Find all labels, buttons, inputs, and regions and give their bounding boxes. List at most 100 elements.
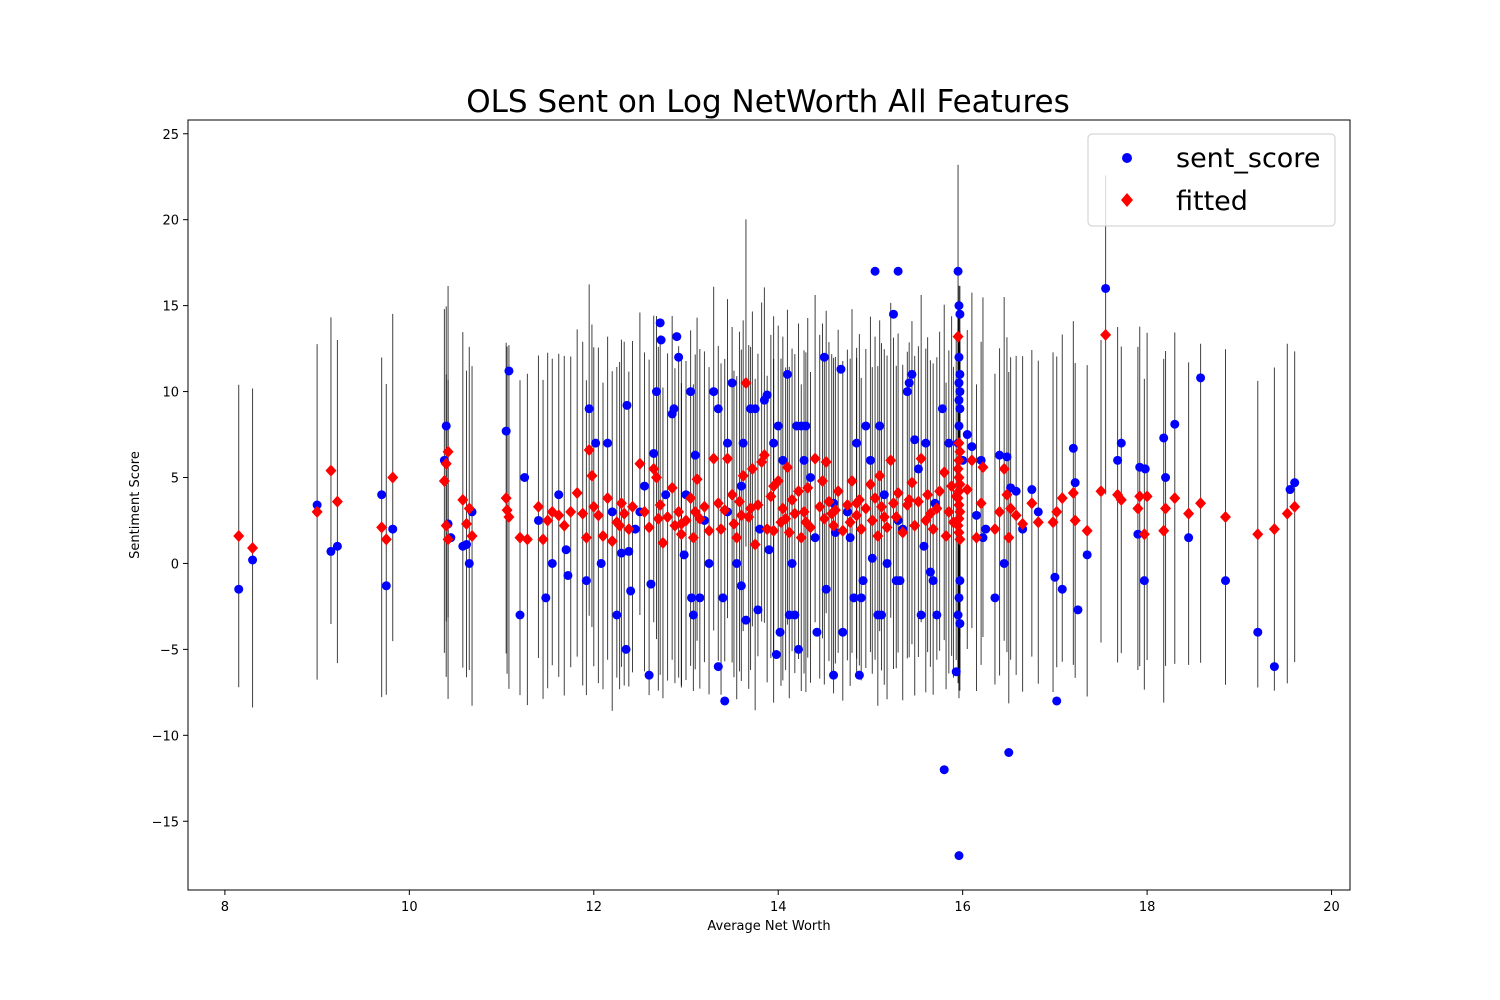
fitted-point xyxy=(650,471,662,484)
sent-score-point xyxy=(910,435,920,445)
sent-score-point xyxy=(630,524,640,534)
fitted-point xyxy=(1268,523,1280,536)
fitted-point xyxy=(1141,490,1153,503)
fitted-point xyxy=(698,500,710,513)
fitted-point xyxy=(931,502,943,515)
fitted-point xyxy=(1134,490,1146,503)
sent-score-point xyxy=(732,558,742,568)
fitted-point xyxy=(1056,492,1068,505)
sent-score-point xyxy=(944,438,954,448)
sent-score-point xyxy=(584,404,594,414)
sent-score-point xyxy=(821,584,831,594)
sent-score-point xyxy=(829,670,839,680)
plot-area xyxy=(188,120,1350,890)
fitted-point xyxy=(722,452,733,465)
sent-score-point xyxy=(955,309,965,319)
fitted-point xyxy=(826,507,838,520)
sent-score-point xyxy=(603,438,613,448)
fitted-point xyxy=(1195,497,1207,510)
fitted-point xyxy=(971,531,982,544)
sent-score-point xyxy=(741,615,751,625)
fitted-point xyxy=(521,533,533,546)
sent-score-point xyxy=(554,490,564,500)
fitted-point xyxy=(906,476,918,489)
sent-score-point xyxy=(1159,433,1169,443)
fitted-point xyxy=(592,509,604,522)
sent-score-point xyxy=(718,593,728,603)
fitted-point xyxy=(618,507,630,520)
sent-score-point xyxy=(674,352,684,362)
x-axis-label: Average Net Worth xyxy=(707,919,830,934)
fitted-point xyxy=(841,499,853,511)
fitted-point xyxy=(728,517,740,530)
x-tick-label: 16 xyxy=(954,900,971,915)
sent-score-point xyxy=(381,581,391,591)
fitted-point xyxy=(1289,500,1301,513)
plot-frame xyxy=(187,119,1351,891)
sent-score-point xyxy=(713,404,723,414)
sent-score-point xyxy=(907,369,917,379)
sent-score-point xyxy=(916,610,926,620)
fitted-point xyxy=(687,531,699,544)
fitted-point xyxy=(866,514,878,527)
sent-score-point xyxy=(541,593,551,603)
sent-score-point xyxy=(925,567,935,577)
fitted-point xyxy=(745,502,757,515)
fitted-point xyxy=(380,533,392,546)
sent-score-point xyxy=(904,378,914,388)
y-axis-label: Sentiment Score xyxy=(128,451,143,559)
sent-score-point xyxy=(326,546,336,556)
sent-score-point xyxy=(695,593,705,603)
sent-score-point xyxy=(1068,443,1078,453)
sent-score-point xyxy=(858,576,868,586)
sent-score-point xyxy=(1139,576,1149,586)
sent-score-point xyxy=(1050,572,1060,582)
fitted-point xyxy=(953,454,965,467)
sent-score-point xyxy=(755,524,765,534)
fitted-point xyxy=(798,505,810,518)
legend-marker-sent-score xyxy=(1122,153,1132,163)
fitted-point xyxy=(740,376,752,389)
sent-score-point xyxy=(954,395,964,405)
sent-score-point xyxy=(723,438,732,448)
fitted-point xyxy=(890,511,902,524)
sent-score-point xyxy=(954,378,964,388)
sent-score-point xyxy=(736,481,746,491)
sent-score-point xyxy=(234,584,244,594)
fitted-point xyxy=(789,507,801,520)
fitted-point xyxy=(627,500,639,513)
fitted-point xyxy=(1252,528,1264,541)
fitted-point xyxy=(1138,528,1150,541)
fitted-point xyxy=(463,502,475,515)
fitted-point xyxy=(938,466,950,479)
legend-box xyxy=(1087,133,1336,227)
fitted-point xyxy=(623,523,635,536)
sent-score-point xyxy=(679,550,689,560)
sent-score-point xyxy=(687,593,697,603)
fitted-point xyxy=(719,504,731,517)
sent-score-point xyxy=(649,448,659,458)
sent-score-point xyxy=(669,404,679,414)
sent-score-point xyxy=(1113,455,1123,465)
sent-score-point xyxy=(651,387,661,397)
fitted-point xyxy=(814,500,826,513)
sent-score-point xyxy=(921,438,931,448)
fitted-point xyxy=(325,464,337,477)
sent-score-point xyxy=(607,507,617,517)
sent-score-point xyxy=(981,524,991,534)
fitted-point xyxy=(652,512,664,525)
sent-score-point xyxy=(845,533,855,543)
fitted-point xyxy=(832,485,844,498)
fitted-point xyxy=(438,474,450,487)
sent-score-point xyxy=(1285,485,1295,495)
sent-score-point xyxy=(1161,473,1171,482)
sent-score-point xyxy=(856,593,866,603)
fitted-point xyxy=(940,529,952,542)
sent-score-point xyxy=(854,670,864,680)
fitted-point xyxy=(892,486,904,499)
fitted-point xyxy=(733,495,745,508)
sent-score-point xyxy=(591,438,601,448)
sent-score-point xyxy=(889,309,898,319)
fitted-point xyxy=(749,538,761,551)
